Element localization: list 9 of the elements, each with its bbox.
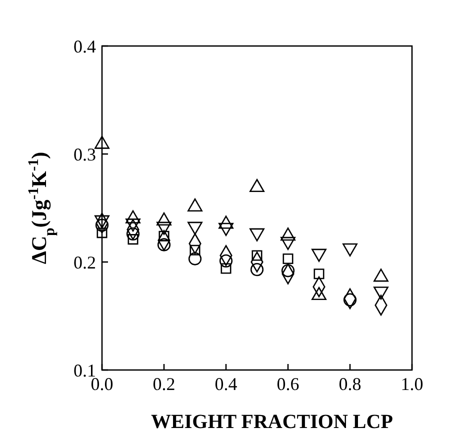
x-tick-label: 0.2 [152, 374, 176, 394]
x-axis-title: WEIGHT FRACTION LCP [151, 411, 393, 433]
x-tick-label: 0.8 [338, 374, 362, 394]
x-tick-label: 1.0 [400, 374, 424, 394]
x-tick-label: 0.6 [276, 374, 300, 394]
y-tick-label: 0.2 [74, 252, 96, 272]
y-tick-label: 0.4 [74, 36, 96, 56]
x-tick-label: 0.4 [214, 374, 238, 394]
y-tick-label: 0.3 [74, 144, 96, 164]
